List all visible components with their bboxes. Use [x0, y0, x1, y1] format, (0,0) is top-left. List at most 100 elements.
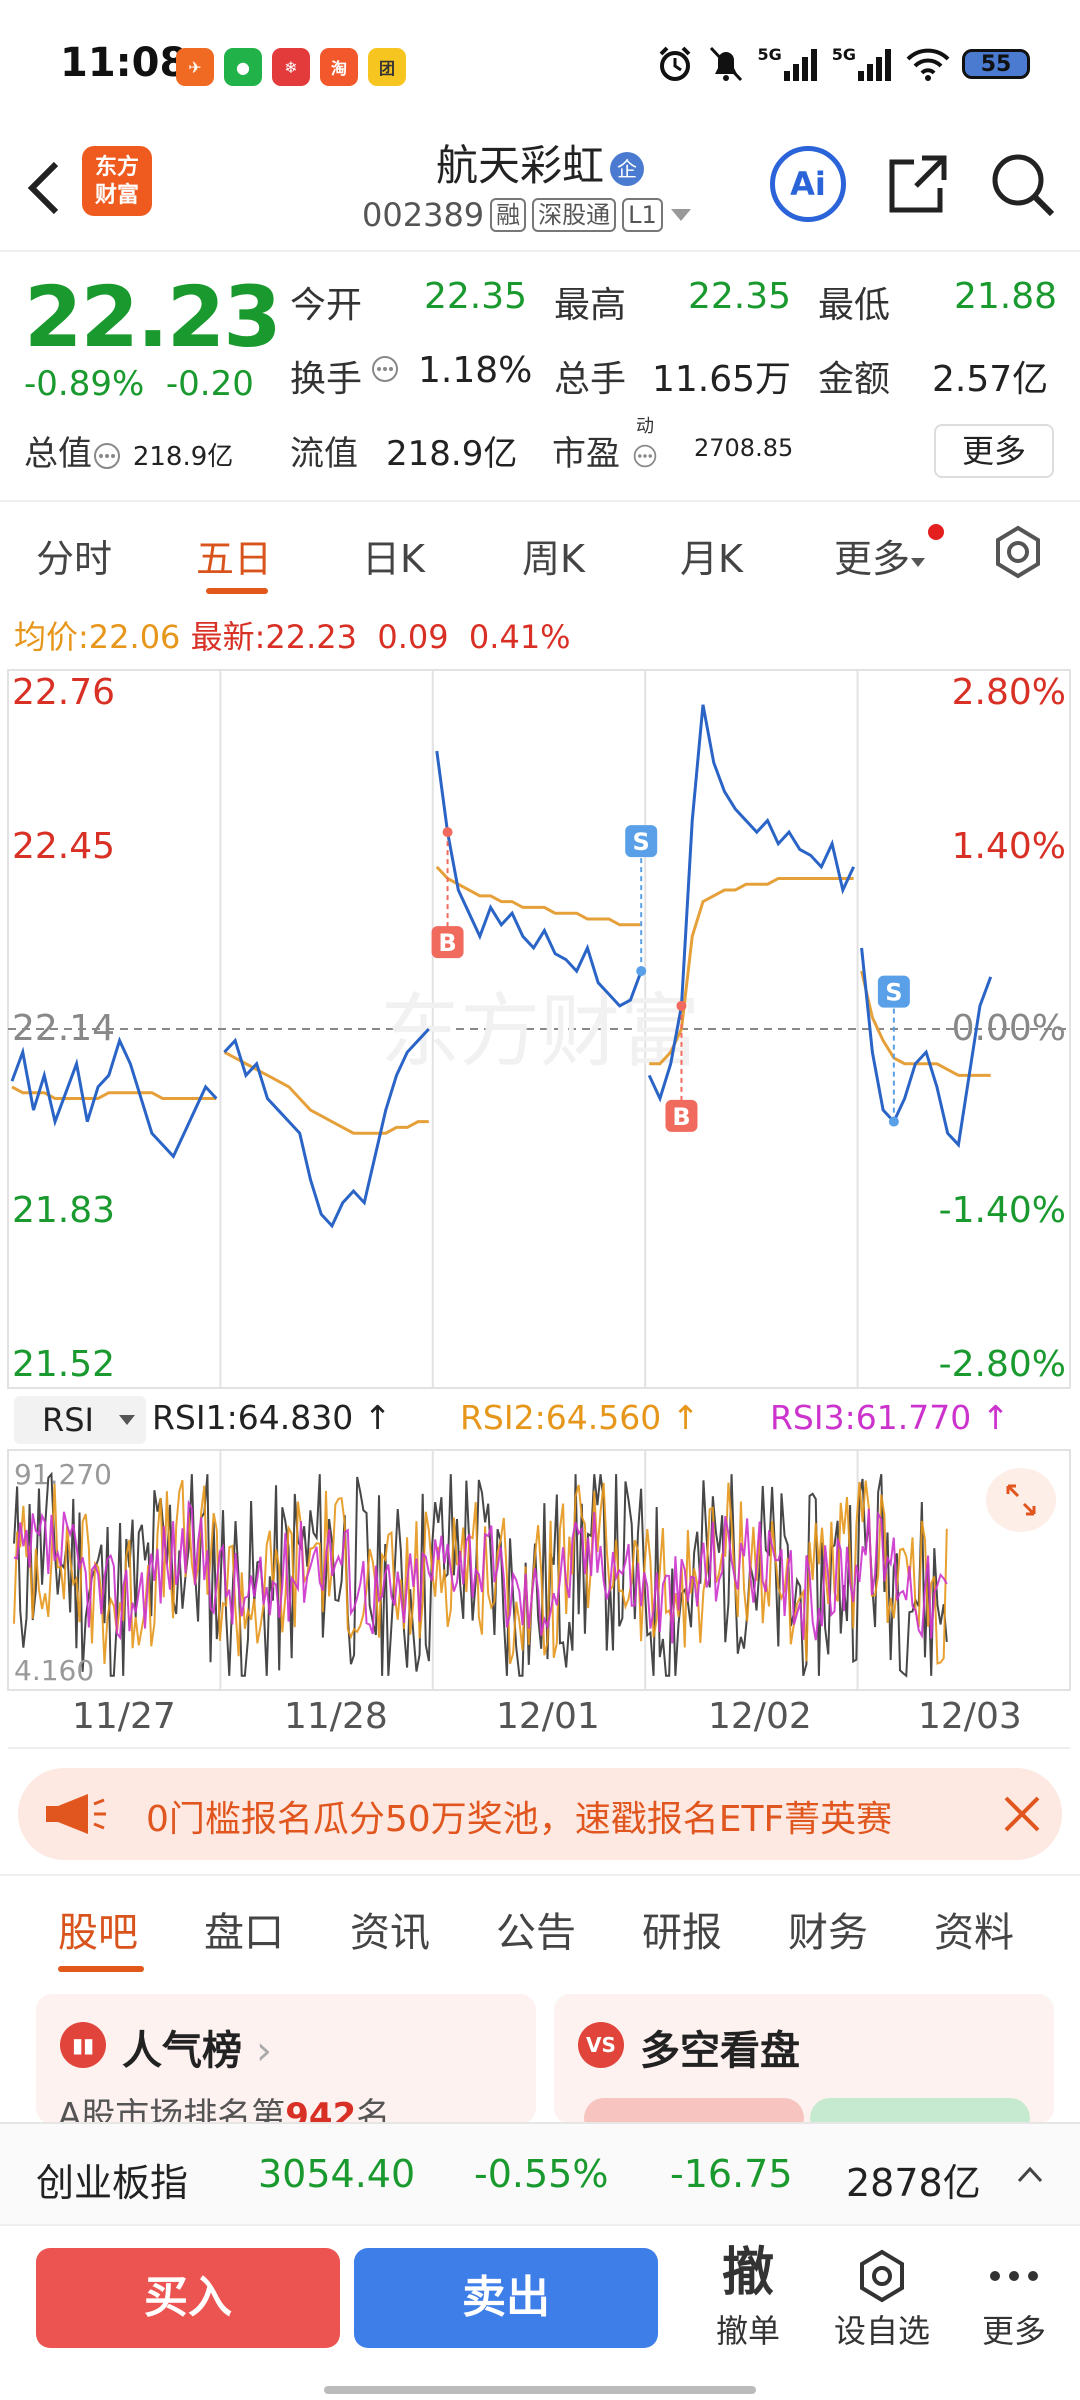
- avg-label: 均价:: [14, 618, 89, 656]
- back-button[interactable]: [24, 148, 84, 228]
- signal-5g-label: 5G: [757, 44, 782, 64]
- rsi-max-label: 91.270: [14, 1458, 112, 1491]
- rsi-frame: [7, 1449, 1071, 1691]
- ai-assistant-button[interactable]: Ai: [770, 146, 846, 222]
- snowball-icon: ❄: [272, 48, 310, 86]
- high-label: 最高: [554, 285, 627, 326]
- gear-icon[interactable]: [990, 524, 1046, 580]
- open-value: 22.35: [424, 276, 528, 317]
- hexagon-icon: [822, 2240, 942, 2306]
- tab-profile[interactable]: 资料: [934, 1910, 1014, 1956]
- more-actions-button[interactable]: 更多: [954, 2240, 1074, 2352]
- tab-announcements[interactable]: 公告: [496, 1910, 576, 1956]
- five-day-chart[interactable]: 东方财富 B S B S: [0, 660, 1080, 1760]
- cancel-order-button[interactable]: 撤 撤单: [688, 2240, 808, 2352]
- open-label: 今开: [290, 285, 363, 326]
- buy-button[interactable]: 买入: [36, 2248, 340, 2348]
- float-label: 流值: [290, 434, 358, 474]
- quote-row-2: 换手 1.18% 总手 11.65万 金额 2.57亿: [290, 350, 1060, 400]
- total-value: 218.9亿: [132, 442, 234, 472]
- chevron-left-icon: [27, 161, 59, 215]
- stock-name-text: 航天彩虹: [435, 141, 604, 190]
- banner-fade: [938, 1768, 1062, 1860]
- avg-line-12/02: [649, 876, 854, 1066]
- status-indicators: 5G 5G 55: [655, 44, 1030, 84]
- sell-marker: [625, 825, 658, 858]
- stock-code-row[interactable]: 002389 融 深股通 L1: [362, 196, 693, 234]
- bull-bear-card[interactable]: VS 多空看盘: [554, 1994, 1054, 2124]
- y-left-tick-0: 22.76: [12, 672, 116, 713]
- more-quote-button[interactable]: 更多: [934, 424, 1054, 478]
- pe-value: 2708.85: [694, 434, 794, 462]
- tab-news[interactable]: 资讯: [350, 1910, 430, 1956]
- sell-button[interactable]: 卖出: [354, 2248, 658, 2348]
- search-icon[interactable]: [988, 150, 1058, 220]
- rsi2-value: RSI2:64.560 ↑: [460, 1398, 700, 1437]
- chevron-up-icon[interactable]: [1016, 2164, 1044, 2184]
- marker-label: B: [438, 929, 456, 957]
- banner-text: 0门槛报名瓜分50万奖池，速戳报名ETF菁英赛: [146, 1799, 893, 1840]
- avg-value: 22.06: [88, 618, 181, 656]
- tab-guba[interactable]: 股吧: [58, 1910, 138, 1956]
- level-tag: L1: [622, 198, 663, 232]
- price-change: -0.89% -0.20: [24, 364, 254, 404]
- info-icon[interactable]: [632, 438, 658, 478]
- tab-research[interactable]: 研报: [642, 1910, 722, 1956]
- rsi1-value: RSI1:64.830 ↑: [152, 1398, 392, 1437]
- rsi-line-3: [13, 1499, 948, 1644]
- low-label: 最低: [818, 285, 891, 326]
- popularity-card[interactable]: ▮▮ 人气榜 › A股市场排名第942名: [36, 1994, 536, 2124]
- x-label-0: 11/27: [72, 1696, 176, 1737]
- marker-dot: [636, 966, 647, 977]
- bull-bar[interactable]: [584, 2098, 804, 2124]
- stock-header: 东方 财富 航天彩虹企 002389 融 深股通 L1 Ai: [0, 130, 1080, 250]
- marker-dot: [888, 1116, 899, 1127]
- tab-order-book[interactable]: 盘口: [204, 1910, 284, 1956]
- connect-tag: 深股通: [532, 198, 617, 232]
- rsi3-text: RSI3:61.770: [770, 1398, 972, 1437]
- price-line-11/28: [223, 1027, 430, 1229]
- close-icon[interactable]: [1000, 1792, 1044, 1836]
- tab-more[interactable]: 更多: [834, 528, 926, 583]
- expand-icon: [1006, 1484, 1036, 1516]
- marker-label: S: [633, 828, 650, 856]
- rank-prefix: A股市场排名第: [58, 2096, 286, 2124]
- enterprise-badge-icon: 企: [610, 151, 644, 186]
- expand-chart-button[interactable]: [986, 1468, 1056, 1532]
- wechat-icon: ●: [224, 48, 262, 86]
- promo-banner[interactable]: 0门槛报名瓜分50万奖池，速戳报名ETF菁英赛: [18, 1768, 1062, 1860]
- tab-five-day[interactable]: 五日: [196, 537, 273, 581]
- tab-monthly-k[interactable]: 月K: [680, 537, 743, 581]
- info-icon[interactable]: [370, 352, 400, 393]
- tab-weekly-k[interactable]: 周K: [522, 537, 585, 581]
- y-left-tick-2: 22.14: [12, 1008, 116, 1049]
- rsi-min-label: 4.160: [14, 1654, 95, 1687]
- period-tabs: 分时 五日 日K 周K 月K 更多: [0, 500, 1080, 604]
- signal-bars-icon-2: [858, 49, 891, 81]
- amount-label: 金额: [818, 359, 891, 400]
- indicator-select[interactable]: RSI: [14, 1396, 146, 1444]
- info-icon[interactable]: [92, 441, 122, 471]
- section-divider: [0, 1874, 1080, 1876]
- share-icon[interactable]: [886, 152, 950, 216]
- float-value: 218.9亿: [386, 434, 518, 474]
- stock-name: 航天彩虹企: [0, 132, 1080, 193]
- index-ticker-bar[interactable]: 创业板指 3054.40 -0.55% -16.75 2878亿: [0, 2122, 1080, 2224]
- popularity-title: 人气榜 ›: [122, 2018, 272, 2076]
- tab-financials[interactable]: 财务: [788, 1910, 868, 1956]
- y-right-tick-2: 0.00%: [951, 1008, 1066, 1049]
- versus-icon: VS: [578, 2022, 624, 2068]
- latest-label: 最新:: [190, 618, 266, 656]
- tab-intraday[interactable]: 分时: [36, 537, 113, 581]
- latest-value: 22.23: [265, 618, 357, 656]
- taobao-icon: 淘: [320, 48, 358, 86]
- y-right-tick-1: 1.40%: [951, 826, 1066, 867]
- sell-marker: [877, 975, 910, 1008]
- price-line-12/02: [647, 704, 855, 1103]
- tab-active-indicator: [206, 588, 268, 594]
- tab-daily-k[interactable]: 日K: [362, 537, 425, 581]
- bear-bar[interactable]: [810, 2098, 1030, 2124]
- rsi2-text: RSI2:64.560: [460, 1398, 662, 1437]
- marker-dot: [676, 1000, 687, 1011]
- add-watchlist-button[interactable]: 设自选: [822, 2240, 942, 2352]
